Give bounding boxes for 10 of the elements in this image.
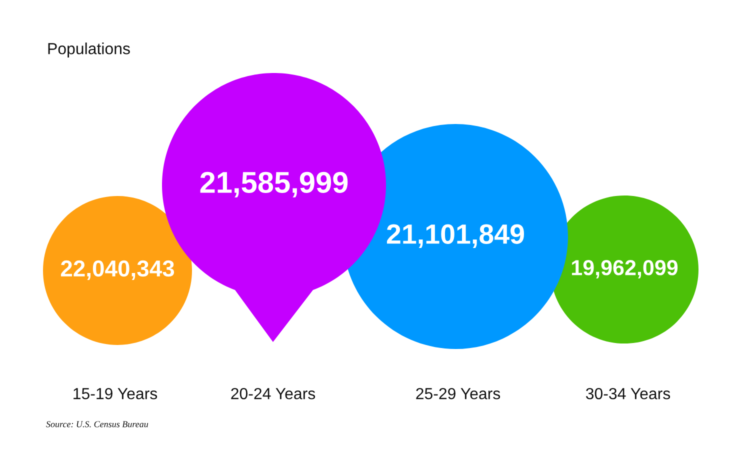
- text: Populations: [48, 42, 130, 58]
- data-label: 19,962,099: [572, 260, 678, 278]
- data-label: 21,101,849: [386, 224, 524, 248]
- category-label: 30-34 Years: [586, 388, 670, 400]
- category-label: 20-24 Years: [231, 388, 316, 400]
- category-label: 25-29 Years: [416, 388, 500, 400]
- data-label: 22,040,343: [60, 260, 174, 280]
- source-note: Source: U.S. Census Bureau: [46, 421, 148, 428]
- data-label: 21,585,999: [200, 172, 348, 198]
- category-label: 15-19 Years: [74, 388, 158, 400]
